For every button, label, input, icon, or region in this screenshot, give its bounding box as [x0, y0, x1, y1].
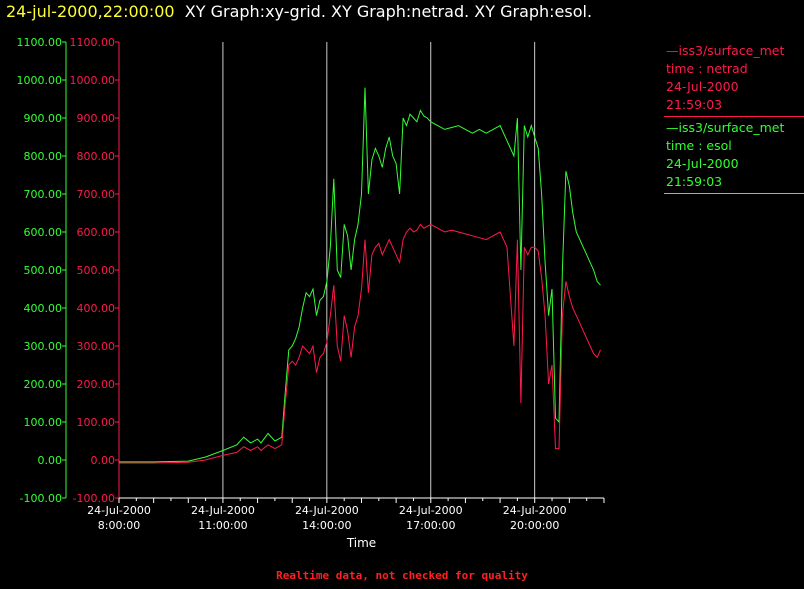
series-line-netrad — [119, 223, 601, 464]
y-tick-label: 700.00 — [24, 188, 63, 201]
legend-date: 24-Jul-2000 — [666, 156, 739, 171]
legend-entry-esol: —iss3/surface_met time : esol 24-Jul-200… — [664, 117, 804, 194]
x-tick-label-time: 11:00:00 — [198, 519, 247, 532]
y-tick-label: 400.00 — [24, 302, 63, 315]
y-tick-label: 800.00 — [77, 150, 116, 163]
y-tick-label: 600.00 — [24, 226, 63, 239]
x-tick-label-date: 24-Jul-2000 — [295, 504, 359, 517]
legend-time: 21:59:03 — [666, 97, 723, 112]
legend: —iss3/surface_met time : netrad 24-Jul-2… — [664, 40, 804, 194]
series-line-esol — [119, 87, 601, 463]
legend-time: 21:59:03 — [666, 174, 723, 189]
y-tick-label: 1000.00 — [17, 74, 63, 87]
y-tick-label: 300.00 — [77, 340, 116, 353]
quality-note: Realtime data, not checked for quality — [276, 569, 528, 582]
x-tick-label-time: 14:00:00 — [302, 519, 351, 532]
y-tick-label: -100.00 — [20, 492, 62, 505]
legend-name: iss3/surface_met — [678, 43, 785, 58]
grid-lines — [222, 42, 536, 498]
x-tick-label-date: 24-Jul-2000 — [191, 504, 255, 517]
chart-title: 24-jul-2000,22:00:00 XY Graph:xy-grid. X… — [6, 2, 592, 21]
series-lines — [119, 87, 601, 464]
y-tick-label: 300.00 — [24, 340, 63, 353]
x-axis: 24-Jul-2000 8:00:00 24-Jul-2000 11:00:00 24-… — [87, 497, 605, 550]
xy-graph: 1100.00 1000.00 900.00 800.00 700.00 600.00 50… — [17, 36, 605, 550]
y-tick-label: 600.00 — [77, 226, 116, 239]
legend-name: iss3/surface_met — [678, 120, 785, 135]
x-tick-label-date: 24-Jul-2000 — [87, 504, 151, 517]
y-tick-label: 0.00 — [91, 454, 116, 467]
y-tick-label: 900.00 — [77, 112, 116, 125]
y-tick-label: 200.00 — [77, 378, 116, 391]
y-axis-esol: 1100.00 1000.00 900.00 800.00 700.00 600.00 50… — [17, 36, 67, 505]
legend-entry-netrad: —iss3/surface_met time : netrad 24-Jul-2… — [664, 40, 804, 117]
y-tick-label: 100.00 — [24, 416, 63, 429]
y-tick-label: 100.00 — [77, 416, 116, 429]
x-axis-label: Time — [346, 536, 376, 550]
y-tick-label: -100.00 — [73, 492, 115, 505]
title-timestamp: 24-jul-2000,22:00:00 — [6, 2, 175, 21]
x-tick-label-time: 8:00:00 — [98, 519, 140, 532]
y-tick-label: 500.00 — [77, 264, 116, 277]
legend-var: time : esol — [666, 138, 732, 153]
legend-var: time : netrad — [666, 61, 748, 76]
y-tick-label: 500.00 — [24, 264, 63, 277]
y-tick-label: 400.00 — [77, 302, 116, 315]
x-tick-label-time: 20:00:00 — [510, 519, 559, 532]
y-tick-label: 200.00 — [24, 378, 63, 391]
y-tick-label: 1100.00 — [17, 36, 63, 49]
x-tick-label-time: 17:00:00 — [406, 519, 455, 532]
y-tick-label: 700.00 — [77, 188, 116, 201]
y-tick-label: 0.00 — [38, 454, 63, 467]
y-axis-netrad: 1100.00 1000.00 900.00 800.00 700.00 600.00 50… — [70, 36, 120, 505]
x-tick-label-date: 24-Jul-2000 — [503, 504, 567, 517]
y-tick-label: 800.00 — [24, 150, 63, 163]
y-tick-label: 1100.00 — [70, 36, 116, 49]
legend-date: 24-Jul-2000 — [666, 79, 739, 94]
y-tick-label: 900.00 — [24, 112, 63, 125]
x-tick-label-date: 24-Jul-2000 — [399, 504, 463, 517]
y-tick-label: 1000.00 — [70, 74, 116, 87]
title-graphs: XY Graph:xy-grid. XY Graph:netrad. XY Gr… — [184, 2, 593, 21]
